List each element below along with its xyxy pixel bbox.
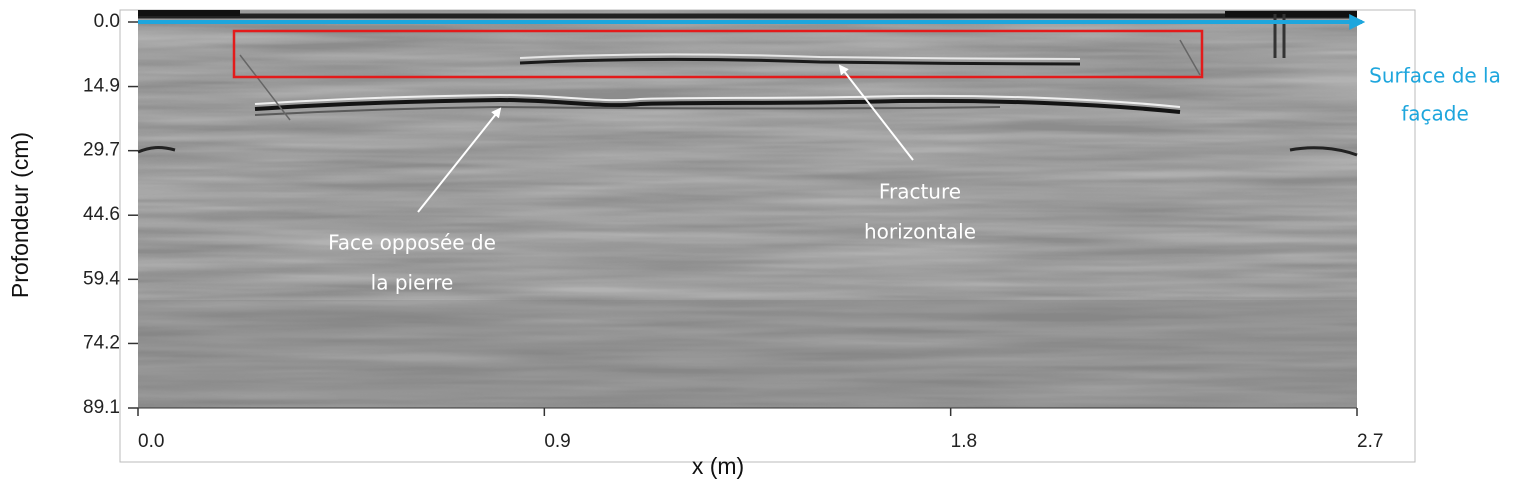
y-tick-label: 59.4 bbox=[83, 268, 120, 289]
highlight-box bbox=[232, 29, 1204, 79]
annotation-text: Face opposée de bbox=[328, 231, 496, 255]
y-tick-label: 44.6 bbox=[83, 204, 120, 225]
annotation-text: horizontale bbox=[864, 220, 976, 244]
surface-label: façade bbox=[1401, 102, 1469, 126]
y-axis-title: Profondeur (cm) bbox=[7, 132, 33, 298]
x-tick-label: 2.7 bbox=[1357, 431, 1383, 452]
annotation-text: la pierre bbox=[371, 271, 454, 295]
annotation-text: Fracture bbox=[879, 180, 961, 204]
x-tick-label: 0.0 bbox=[138, 431, 164, 452]
x-tick-label: 0.9 bbox=[544, 431, 570, 452]
x-axis-title: x (m) bbox=[692, 453, 744, 479]
surface-label: Surface de la bbox=[1369, 64, 1501, 88]
y-tick-label: 89.1 bbox=[83, 397, 120, 418]
y-tick-label: 29.7 bbox=[83, 140, 120, 161]
y-tick-label: 0.0 bbox=[94, 11, 120, 32]
x-tick-label: 1.8 bbox=[951, 431, 977, 452]
y-tick-label: 14.9 bbox=[83, 76, 120, 97]
y-tick-label: 74.2 bbox=[83, 332, 120, 353]
annotation-arrow bbox=[838, 64, 914, 161]
radargram-image bbox=[137, 10, 1358, 408]
annotation-arrow bbox=[417, 107, 502, 213]
